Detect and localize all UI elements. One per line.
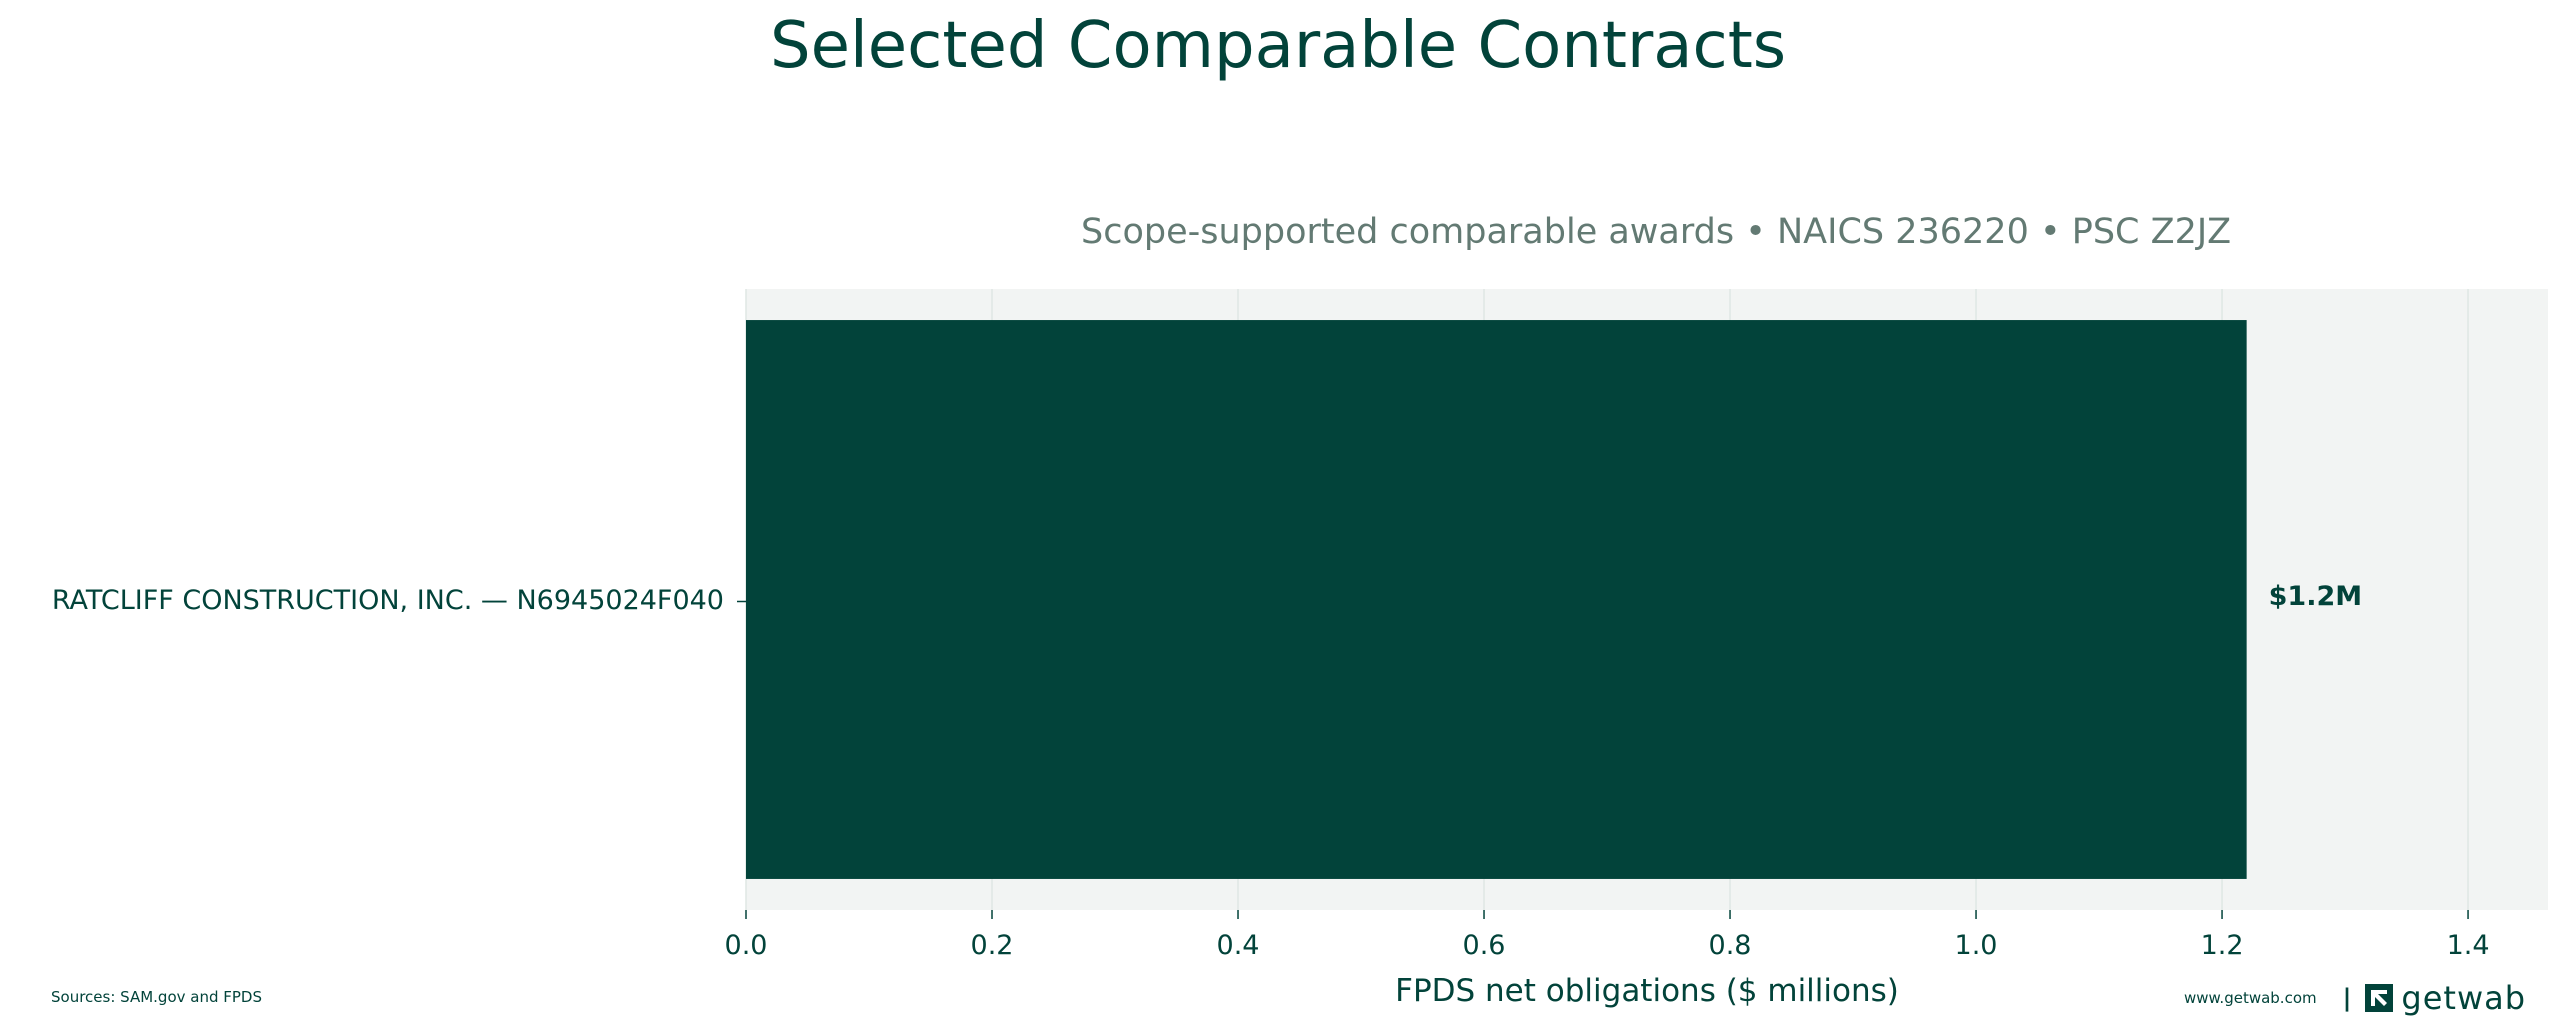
bar-value-label: $1.2M <box>2269 581 2363 612</box>
x-tick-label: 0.8 <box>1709 930 1752 961</box>
getwab-logo-icon <box>2365 984 2394 1012</box>
x-tick-label: 0.0 <box>725 930 768 961</box>
footer-separator: | <box>2342 984 2352 1012</box>
x-tick-label: 1.2 <box>2201 930 2244 961</box>
sources-note: Sources: SAM.gov and FPDS <box>51 988 263 1006</box>
x-tick-label: 1.4 <box>2447 930 2490 961</box>
brand-footer: www.getwab.com | getwab <box>2184 978 2526 1018</box>
brand-name: getwab <box>2401 979 2527 1017</box>
bars <box>746 320 2247 879</box>
x-tick-label: 1.0 <box>1955 930 1998 961</box>
x-axis: 0.0 0.2 0.4 0.6 0.8 1.0 1.2 1.4 FPDS net obligat… <box>725 600 2490 1009</box>
x-axis-title: FPDS net obligations ($ millions) <box>1395 973 1899 1009</box>
website-url[interactable]: www.getwab.com <box>2184 989 2317 1007</box>
bar <box>746 320 2247 879</box>
x-tick-label: 0.4 <box>1217 930 1260 961</box>
chart-subtitle: Scope-supported comparable awards • NAIC… <box>1081 212 2232 252</box>
category-label: RATCLIFF CONSTRUCTION, INC. — N6945024F0… <box>52 585 724 616</box>
chart-title: Selected Comparable Contracts <box>770 9 1787 83</box>
labels: $1.2M RATCLIFF CONSTRUCTION, INC. — N6945… <box>52 581 2362 616</box>
x-tick-label: 0.2 <box>971 930 1014 961</box>
x-tick-label: 0.6 <box>1463 930 1506 961</box>
